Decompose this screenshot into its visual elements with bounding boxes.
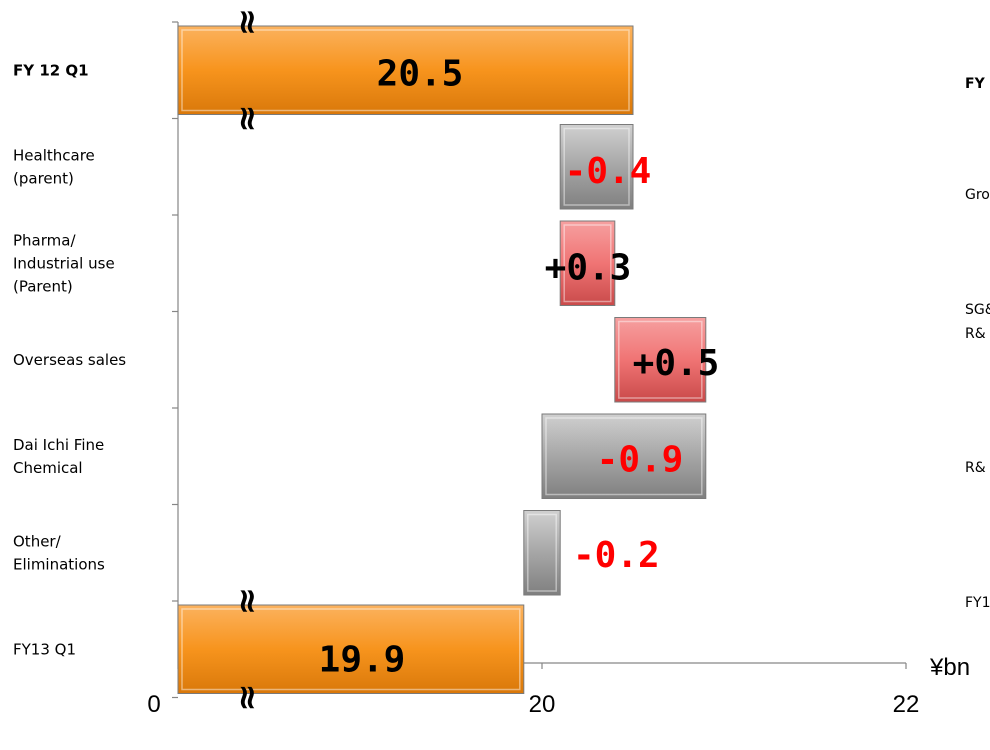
axis-break-mark: ≈ [227, 8, 267, 37]
bar-total [177, 604, 525, 694]
bar-bevel [618, 320, 703, 399]
bar-bevel [181, 29, 630, 112]
data-label: 20.5 [377, 53, 464, 94]
bar-decrease [559, 124, 634, 210]
bar-bevel [527, 513, 557, 592]
data-label: -0.2 [573, 535, 660, 576]
side-label: R& [965, 460, 986, 476]
x-tick-label: 22 [893, 691, 920, 718]
labels: FY 12 Q1 Healthcare (parent) Pharma/Industr… [13, 8, 719, 712]
category-label: Overseas sales [13, 351, 126, 369]
bar-bevel [563, 224, 612, 303]
bar-increase [559, 220, 616, 306]
category-label: (parent) [13, 169, 74, 187]
side-label: Gro [965, 187, 990, 203]
category-label: Chemical [13, 459, 83, 477]
data-label: -0.9 [597, 439, 684, 480]
category-label: FY13 Q1 [13, 640, 76, 658]
category-label: Pharma/ [13, 231, 76, 249]
data-label: +0.5 [633, 343, 720, 384]
category-label: Industrial use [13, 254, 115, 272]
bars [177, 25, 707, 694]
data-label: -0.4 [565, 151, 652, 192]
category-label: Dai Ichi Fine [13, 436, 104, 454]
bar-total [177, 25, 634, 115]
axis-break-mark: ≈ [227, 683, 267, 712]
bar-bevel [545, 417, 703, 496]
category-label: FY 12 Q1 [13, 61, 89, 79]
side-label: SG& [965, 302, 990, 318]
side-label: R& [965, 326, 986, 342]
bar-decrease [541, 413, 707, 499]
unit-label: ¥bn [929, 654, 970, 681]
x-tick-label: 0 [147, 691, 160, 718]
side-label: FY1 [965, 595, 990, 611]
axis-break-mark: ≈ [227, 104, 267, 133]
data-label: 19.9 [319, 639, 406, 680]
category-label: Other/ [13, 532, 62, 550]
category-label: Healthcare [13, 146, 95, 164]
side-label: FY [965, 76, 986, 92]
category-label: (Parent) [13, 277, 73, 295]
bar-increase [614, 317, 707, 403]
data-label: +0.3 [545, 247, 632, 288]
side-labels: ¥bn FY Gro SG&R&R&FY1 [929, 76, 990, 681]
bar-bevel [563, 127, 630, 206]
axis-break-mark: ≈ [227, 587, 267, 616]
bar-decrease [523, 510, 561, 596]
category-label: Eliminations [13, 555, 105, 573]
bar-bevel [181, 608, 521, 691]
x-tick-label: 20 [529, 691, 556, 718]
